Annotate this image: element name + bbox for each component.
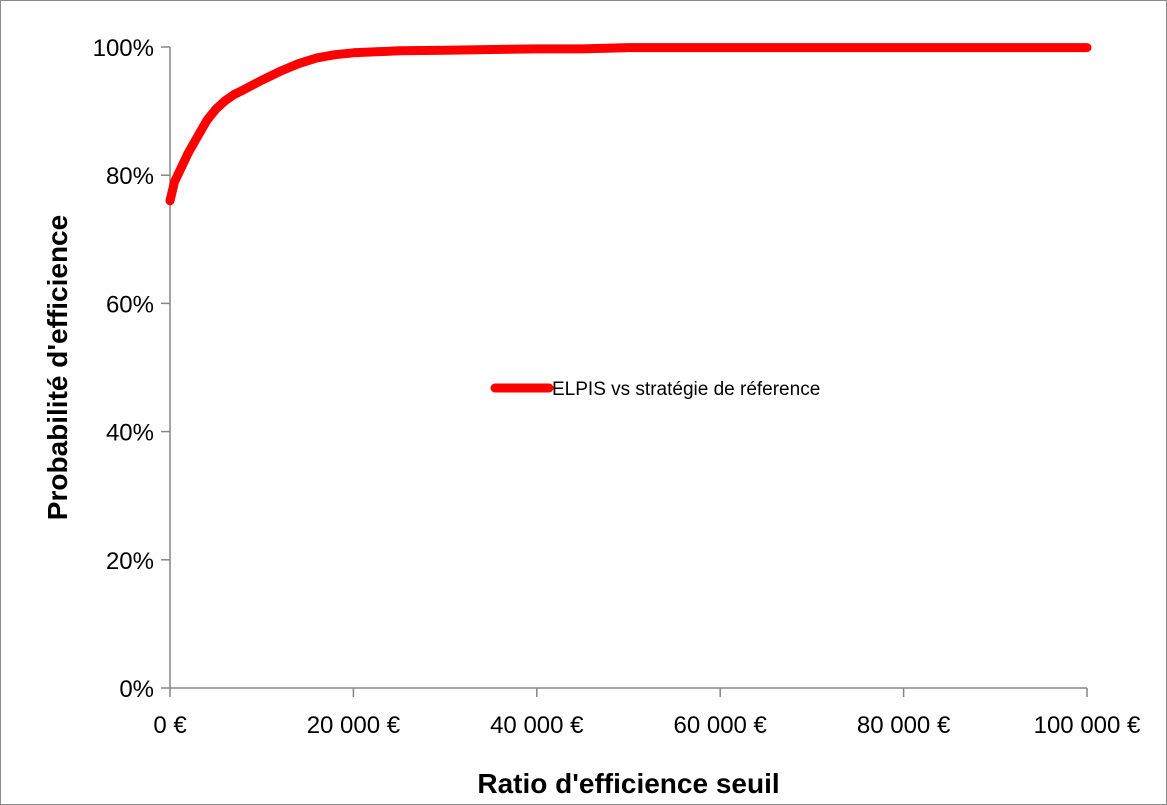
y-tick-label: 20% [106,548,154,575]
y-tick-label: 40% [106,420,154,447]
x-tick-label: 80 000 € [857,712,951,739]
y-tick-label: 60% [106,291,154,318]
series-layer [165,43,1092,206]
y-tick-label: 0% [119,676,154,703]
x-tick-label: 100 000 € [1034,712,1141,739]
x-tick-label: 20 000 € [307,712,401,739]
legend: ELPIS vs stratégie de réference [490,379,820,400]
y-tick-label: 100% [93,35,154,62]
x-tick-label: 40 000 € [490,712,584,739]
y-tick-label: 80% [106,163,154,190]
x-tick-label: 0 € [153,712,187,739]
x-axis-title: Ratio d'efficience seuil [477,768,779,799]
legend-label: ELPIS vs stratégie de réference [552,379,820,400]
x-tick-label: 60 000 € [673,712,767,739]
y-axis-title: Probabilité d'efficience [42,215,73,520]
series-line [165,43,1092,206]
axes: 0% 20% 40% 60% 80% 100% 0 € 20 000 € 40 000 € 60 … [93,35,1141,739]
